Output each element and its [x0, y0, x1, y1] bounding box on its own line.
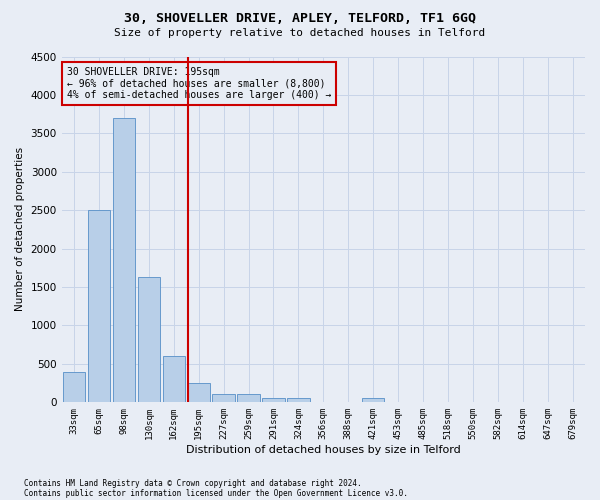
- Bar: [63, 372, 85, 402]
- Text: Size of property relative to detached houses in Telford: Size of property relative to detached ho…: [115, 28, 485, 38]
- Bar: [113, 118, 135, 403]
- Bar: [262, 398, 285, 402]
- X-axis label: Distribution of detached houses by size in Telford: Distribution of detached houses by size …: [186, 445, 461, 455]
- Text: Contains public sector information licensed under the Open Government Licence v3: Contains public sector information licen…: [24, 488, 408, 498]
- Bar: [137, 278, 160, 402]
- Bar: [188, 383, 210, 402]
- Text: 30 SHOVELLER DRIVE: 195sqm
← 96% of detached houses are smaller (8,800)
4% of se: 30 SHOVELLER DRIVE: 195sqm ← 96% of deta…: [67, 67, 331, 100]
- Bar: [212, 394, 235, 402]
- Bar: [238, 394, 260, 402]
- Bar: [163, 356, 185, 403]
- Bar: [362, 398, 385, 402]
- Text: 30, SHOVELLER DRIVE, APLEY, TELFORD, TF1 6GQ: 30, SHOVELLER DRIVE, APLEY, TELFORD, TF1…: [124, 12, 476, 26]
- Text: Contains HM Land Registry data © Crown copyright and database right 2024.: Contains HM Land Registry data © Crown c…: [24, 478, 362, 488]
- Y-axis label: Number of detached properties: Number of detached properties: [15, 148, 25, 312]
- Bar: [287, 398, 310, 402]
- Bar: [88, 210, 110, 402]
